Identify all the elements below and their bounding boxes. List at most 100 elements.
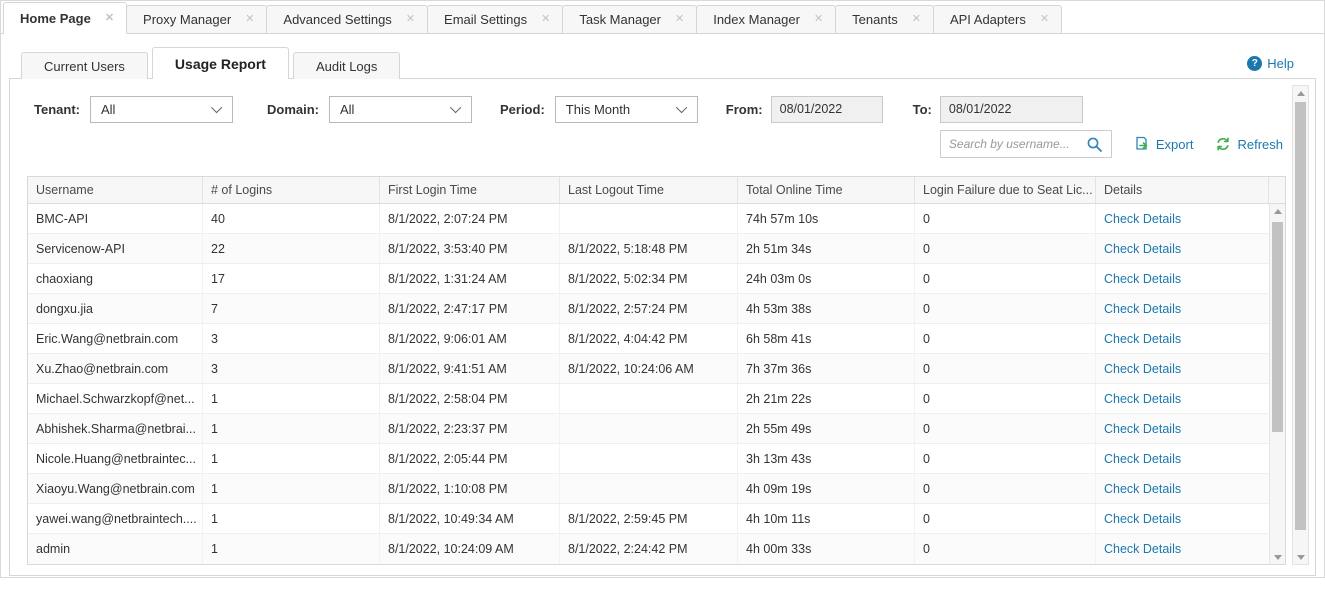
check-details-link[interactable]: Check Details [1104, 452, 1181, 466]
refresh-icon [1215, 136, 1231, 152]
close-icon[interactable]: ✕ [105, 13, 114, 24]
period-select[interactable]: This Month [555, 96, 698, 123]
check-details-link[interactable]: Check Details [1104, 332, 1181, 346]
cell-first-login: 8/1/2022, 2:58:04 PM [380, 384, 560, 413]
scroll-down-arrow[interactable] [1293, 550, 1308, 564]
tenant-label: Tenant: [34, 102, 80, 117]
cell-online-time: 3h 13m 43s [738, 444, 915, 473]
cell-first-login: 8/1/2022, 9:41:51 AM [380, 354, 560, 383]
cell-logins: 1 [203, 474, 380, 503]
from-date-field[interactable] [771, 96, 883, 123]
panel-scrollbar[interactable] [1292, 85, 1309, 565]
top-tab-proxy-manager[interactable]: Proxy Manager✕ [126, 5, 267, 33]
check-details-link[interactable]: Check Details [1104, 542, 1181, 556]
scroll-up-arrow[interactable] [1270, 204, 1285, 218]
top-tab-email-settings[interactable]: Email Settings✕ [427, 5, 563, 33]
cell-first-login: 8/1/2022, 1:10:08 PM [380, 474, 560, 503]
top-tab-advanced-settings[interactable]: Advanced Settings✕ [266, 5, 428, 33]
cell-last-logout: 8/1/2022, 5:02:34 PM [560, 264, 738, 293]
to-label: To: [913, 102, 932, 117]
table-row: chaoxiang178/1/2022, 1:31:24 AM8/1/2022,… [28, 264, 1269, 294]
cell-logins: 1 [203, 444, 380, 473]
cell-failures: 0 [915, 324, 1096, 353]
cell-last-logout [560, 204, 738, 233]
close-icon[interactable]: ✕ [406, 14, 415, 25]
close-icon[interactable]: ✕ [814, 14, 823, 25]
tab-label: Tenants [852, 12, 898, 27]
cell-username: Abhishek.Sharma@netbrai... [28, 414, 203, 443]
cell-logins: 40 [203, 204, 380, 233]
cell-last-logout: 8/1/2022, 4:04:42 PM [560, 324, 738, 353]
scroll-down-arrow[interactable] [1270, 550, 1285, 564]
close-icon[interactable]: ✕ [1040, 14, 1049, 25]
cell-details: Check Details [1096, 414, 1269, 443]
check-details-link[interactable]: Check Details [1104, 422, 1181, 436]
tenant-select[interactable]: All [90, 96, 233, 123]
check-details-link[interactable]: Check Details [1104, 302, 1181, 316]
cell-logins: 1 [203, 384, 380, 413]
check-details-link[interactable]: Check Details [1104, 242, 1181, 256]
close-icon[interactable]: ✕ [541, 14, 550, 25]
tab-label: Index Manager [713, 12, 800, 27]
cell-username: BMC-API [28, 204, 203, 233]
cell-online-time: 4h 53m 38s [738, 294, 915, 323]
close-icon[interactable]: ✕ [675, 14, 684, 25]
sub-tab-row: Current UsersUsage ReportAudit Logs ? He… [9, 47, 1316, 79]
cell-online-time: 4h 00m 33s [738, 534, 915, 564]
tab-audit-logs[interactable]: Audit Logs [293, 52, 400, 79]
app-window: Home Page✕Proxy Manager✕Advanced Setting… [0, 0, 1325, 578]
cell-last-logout [560, 384, 738, 413]
top-tab-home-page[interactable]: Home Page✕ [3, 2, 127, 34]
cell-username: chaoxiang [28, 264, 203, 293]
cell-online-time: 6h 58m 41s [738, 324, 915, 353]
cell-details: Check Details [1096, 204, 1269, 233]
cell-last-logout [560, 444, 738, 473]
cell-first-login: 8/1/2022, 10:49:34 AM [380, 504, 560, 533]
help-link[interactable]: ? Help [1247, 56, 1294, 71]
tab-usage-report[interactable]: Usage Report [152, 47, 289, 79]
export-button[interactable]: Export [1134, 136, 1194, 152]
check-details-link[interactable]: Check Details [1104, 362, 1181, 376]
cell-failures: 0 [915, 204, 1096, 233]
check-details-link[interactable]: Check Details [1104, 272, 1181, 286]
from-label: From: [726, 102, 763, 117]
domain-select-value: All [340, 102, 354, 117]
cell-last-logout: 8/1/2022, 2:59:45 PM [560, 504, 738, 533]
domain-label: Domain: [267, 102, 319, 117]
table-row: BMC-API408/1/2022, 2:07:24 PM74h 57m 10s… [28, 204, 1269, 234]
check-details-link[interactable]: Check Details [1104, 212, 1181, 226]
refresh-button[interactable]: Refresh [1215, 136, 1283, 152]
tab-current-users[interactable]: Current Users [21, 52, 148, 79]
top-tab-index-manager[interactable]: Index Manager ✕ [696, 5, 836, 33]
scrollbar-thumb[interactable] [1272, 222, 1283, 432]
search-icon[interactable] [1086, 136, 1103, 153]
refresh-label: Refresh [1237, 137, 1283, 152]
check-details-link[interactable]: Check Details [1104, 392, 1181, 406]
domain-select[interactable]: All [329, 96, 472, 123]
cell-first-login: 8/1/2022, 2:47:17 PM [380, 294, 560, 323]
cell-details: Check Details [1096, 534, 1269, 564]
cell-failures: 0 [915, 294, 1096, 323]
column-header-total-online-time: Total Online Time [738, 177, 915, 203]
check-details-link[interactable]: Check Details [1104, 482, 1181, 496]
cell-details: Check Details [1096, 264, 1269, 293]
check-details-link[interactable]: Check Details [1104, 512, 1181, 526]
cell-failures: 0 [915, 414, 1096, 443]
search-box [940, 130, 1112, 158]
close-icon[interactable]: ✕ [912, 14, 921, 25]
cell-online-time: 2h 21m 22s [738, 384, 915, 413]
cell-details: Check Details [1096, 444, 1269, 473]
table-row: Xu.Zhao@netbrain.com38/1/2022, 9:41:51 A… [28, 354, 1269, 384]
cell-failures: 0 [915, 264, 1096, 293]
top-tab-task-manager[interactable]: Task Manager✕ [562, 5, 697, 33]
scrollbar-thumb[interactable] [1295, 102, 1306, 530]
search-input[interactable] [949, 137, 1086, 151]
top-tab-api-adapters[interactable]: API Adapters✕ [933, 5, 1062, 33]
scroll-up-arrow[interactable] [1293, 86, 1308, 100]
cell-online-time: 74h 57m 10s [738, 204, 915, 233]
top-tab-tenants[interactable]: Tenants ✕ [835, 5, 934, 33]
to-date-field[interactable] [940, 96, 1083, 123]
column-header-first-login-time: First Login Time [380, 177, 560, 203]
table-scrollbar[interactable] [1269, 204, 1285, 564]
close-icon[interactable]: ✕ [245, 14, 254, 25]
